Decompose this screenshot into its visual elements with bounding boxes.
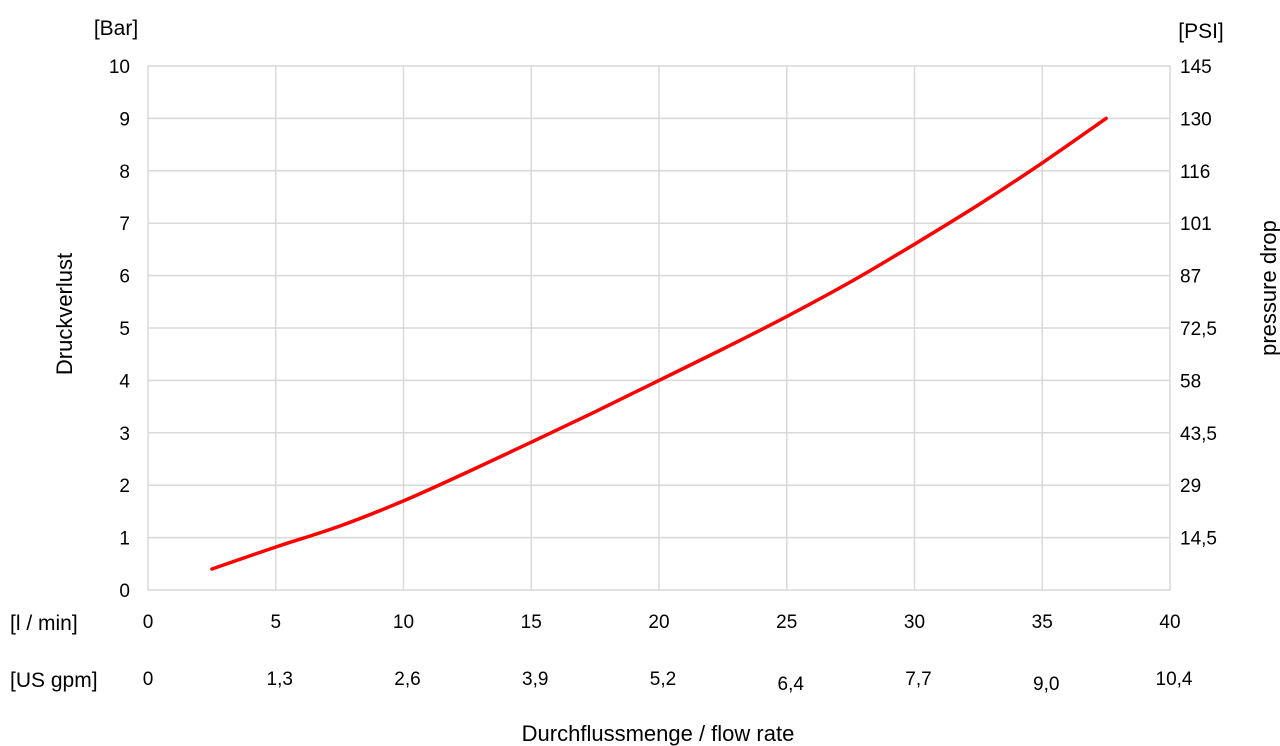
plot-area-border <box>147 65 1171 591</box>
y2-tick-label: 14,5 <box>1180 529 1217 550</box>
y2-tick-label: 29 <box>1180 476 1201 497</box>
y2-tick-label: 72,5 <box>1180 319 1217 340</box>
y-tick-label: 3 <box>119 424 130 445</box>
x2-unit-label: [US gpm] <box>10 669 98 692</box>
x-tick-label: 20 <box>648 612 669 633</box>
x2-tick-label: 10,4 <box>1156 669 1193 690</box>
x-tick-label: 0 <box>143 612 154 633</box>
y-axis-tick-labels: 0 1 2 3 4 5 6 7 8 9 10 <box>109 57 131 602</box>
y-tick-label: 4 <box>119 371 130 392</box>
x2-tick-label: 9,0 <box>1033 674 1059 695</box>
x2-tick-label: 1,3 <box>267 669 293 690</box>
y2-tick-label: 87 <box>1180 267 1201 288</box>
x-tick-label: 5 <box>270 612 281 633</box>
y-unit-label: [Bar] <box>94 17 138 40</box>
y2-tick-label: 145 <box>1180 57 1212 78</box>
horizontal-gridlines <box>148 117 1170 539</box>
x2-tick-label: 6,4 <box>778 674 805 695</box>
y2-axis-tick-labels: 14,5 29 43,5 58 72,5 87 101 116 130 145 <box>1180 57 1217 550</box>
y2-unit-label: [PSI] <box>1178 20 1224 43</box>
x2-tick-label: 2,6 <box>394 669 420 690</box>
y-tick-label: 1 <box>119 529 130 550</box>
x-tick-label: 25 <box>776 612 797 633</box>
y2-tick-label: 43,5 <box>1180 424 1217 445</box>
y-tick-label: 9 <box>119 109 130 130</box>
x2-tick-label: 5,2 <box>650 669 676 690</box>
x2-tick-label: 3,9 <box>522 669 548 690</box>
x-tick-label: 35 <box>1032 612 1053 633</box>
y-tick-label: 5 <box>119 319 130 340</box>
x-axis-tick-labels: 0 5 10 15 20 25 30 35 40 <box>143 612 1181 633</box>
x2-tick-label: 0 <box>143 669 154 690</box>
y2-tick-label: 116 <box>1180 162 1210 183</box>
y-tick-label: 6 <box>119 267 130 288</box>
y2-tick-label: 58 <box>1180 371 1201 392</box>
x2-tick-label: 7,7 <box>905 669 931 690</box>
y-tick-label: 0 <box>119 581 130 602</box>
x-tick-label: 10 <box>393 612 414 633</box>
y-tick-label: 8 <box>119 162 130 183</box>
y-tick-label: 2 <box>119 476 130 497</box>
y2-axis-title: pressure drop <box>1256 220 1280 356</box>
y2-tick-label: 101 <box>1180 214 1212 235</box>
y2-tick-label: 130 <box>1180 109 1212 130</box>
y-tick-label: 7 <box>119 214 130 235</box>
x-tick-label: 15 <box>521 612 542 633</box>
x-axis-title: Durchflussmenge / flow rate <box>522 721 795 746</box>
x-tick-label: 40 <box>1159 612 1180 633</box>
y-axis-title: Druckverlust <box>52 253 77 375</box>
x2-axis-tick-labels: 0 1,3 2,6 3,9 5,2 6,4 7,7 9,0 10,4 <box>143 669 1193 695</box>
x-tick-label: 30 <box>904 612 925 633</box>
x-unit-label: [l / min] <box>10 612 78 635</box>
series-layer <box>210 116 1108 571</box>
y-tick-label: 10 <box>109 57 130 78</box>
pressure-drop-curve <box>210 116 1108 571</box>
